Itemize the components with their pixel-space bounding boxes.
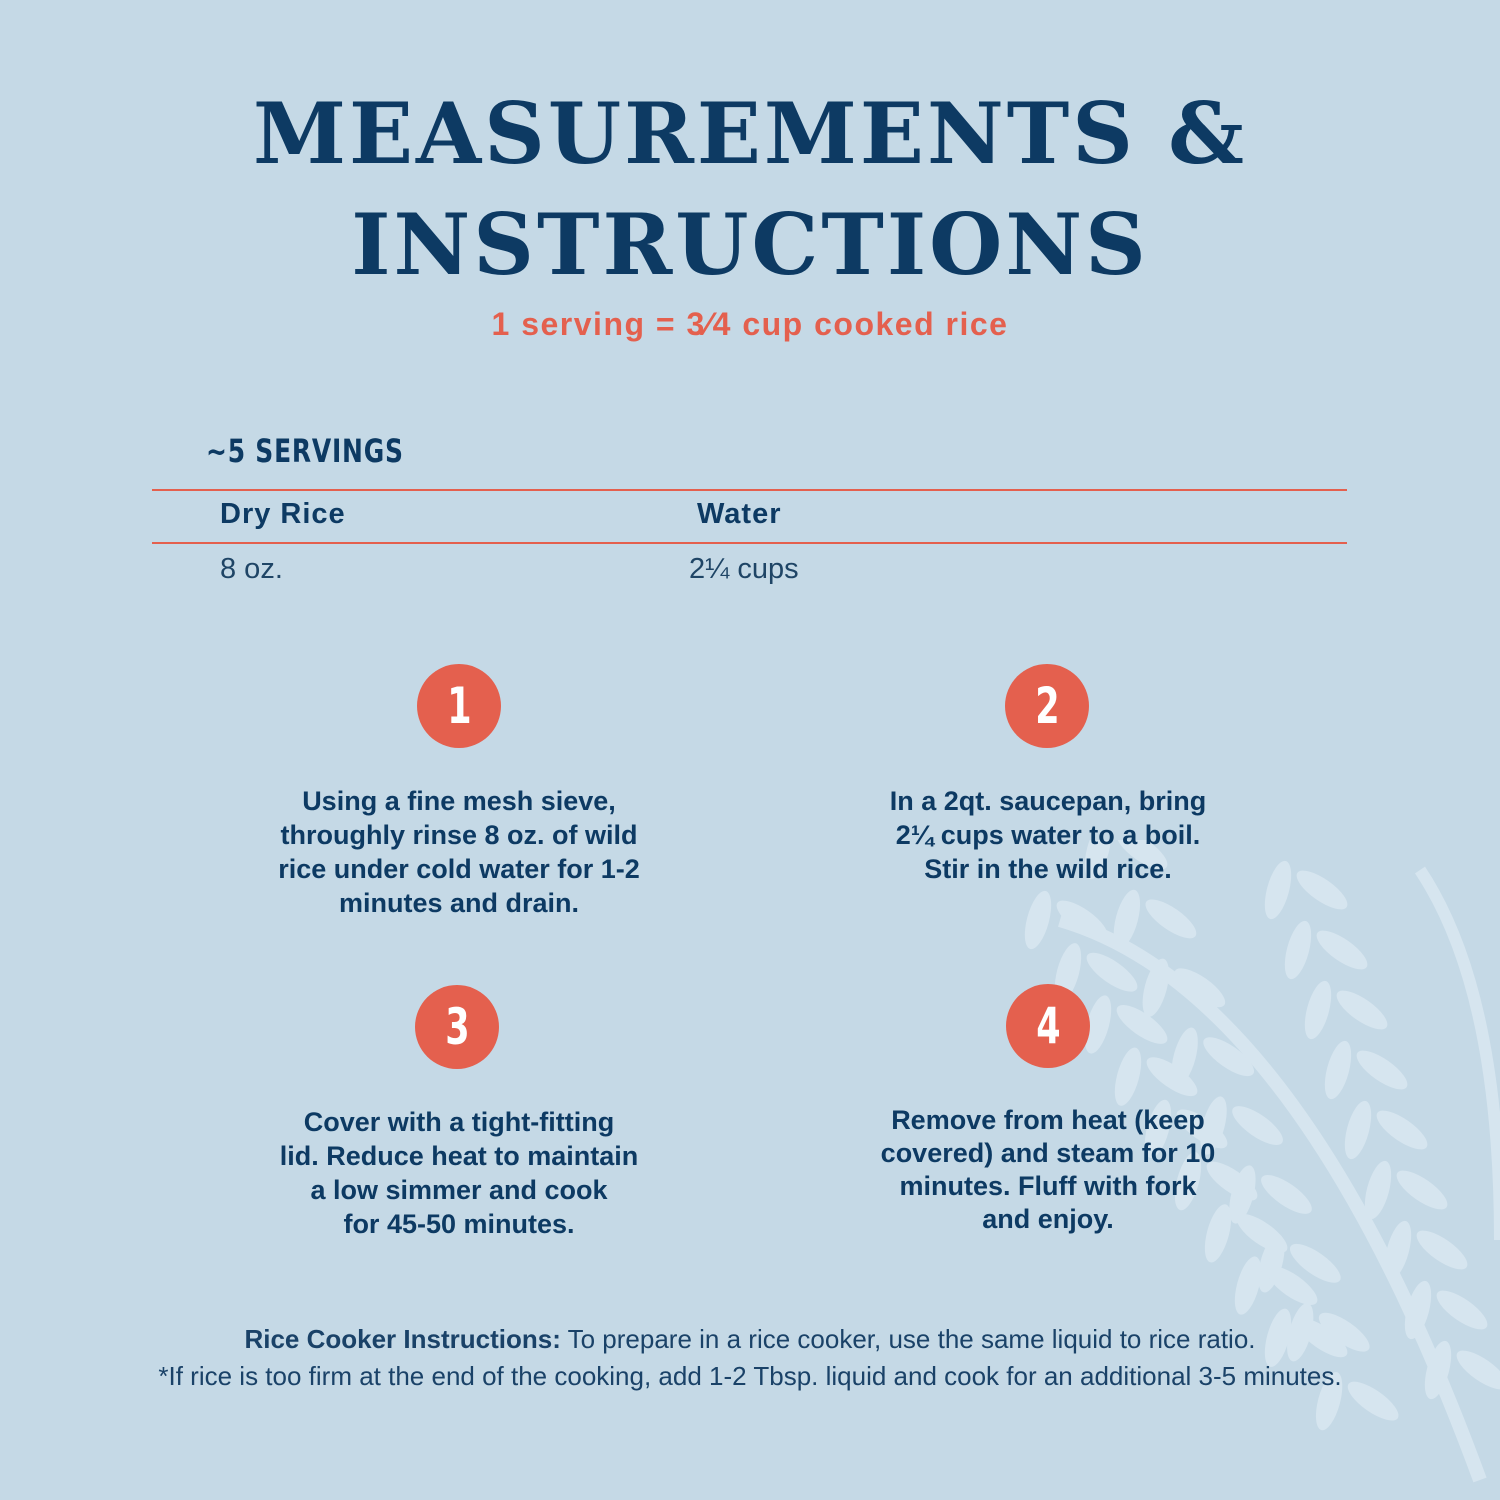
step-3-badge: 3 — [415, 985, 499, 1069]
step-3-line: a low simmer and cook — [310, 1175, 608, 1205]
step-1-line: Using a fine mesh sieve, — [302, 786, 616, 816]
wheat-leaf — [1113, 889, 1141, 949]
wheat-leaf — [1234, 1256, 1262, 1315]
wheat-leaf — [1416, 1230, 1468, 1270]
step-4-line: minutes. Fluff with fork — [899, 1171, 1197, 1201]
step-2-line: Stir in the wild rice. — [924, 854, 1172, 884]
title-line-2: INSTRUCTIONS — [351, 195, 1149, 294]
wheat-leaf — [1084, 840, 1112, 880]
servings-heading: ~5 SERVINGS — [206, 432, 404, 470]
wheat-leaf — [1144, 1099, 1172, 1159]
wheat-leaf — [1456, 1350, 1500, 1390]
wheat-leaf — [1324, 1040, 1352, 1100]
step-3-line: Cover with a tight-fitting — [303, 1107, 615, 1137]
wheat-leaf — [1176, 1109, 1228, 1149]
water-value: 2¼ cups — [689, 553, 799, 585]
wheat-leaf — [1284, 920, 1312, 980]
wheat-leaf — [1266, 1266, 1318, 1305]
wheat-leaf — [1436, 1290, 1488, 1330]
wheat-leaf — [1116, 840, 1168, 870]
step-4-line: covered) and steam for 10 — [880, 1138, 1216, 1168]
wheat-leaf — [1206, 1161, 1258, 1201]
wheat-leaf — [1086, 952, 1138, 992]
step-3-line: for 45-50 minutes. — [343, 1209, 575, 1239]
step-1-line: rice under cold water for 1-2 — [278, 854, 640, 884]
wheat-leaf — [1264, 1308, 1292, 1367]
title-line-1: MEASUREMENTS & — [253, 84, 1247, 183]
wheat-leaf — [1316, 930, 1368, 970]
step-2-text: In a 2qt. saucepan, bring 2¼ cups water … — [818, 784, 1278, 886]
table-top-rule — [152, 489, 1347, 491]
step-4-line: Remove from heat (keep — [891, 1105, 1205, 1135]
wheat-leaf — [1396, 1170, 1448, 1210]
dry-rice-value: 8 oz. — [220, 553, 283, 585]
step-4-text: Remove from heat (keep covered) and stea… — [818, 1104, 1278, 1236]
wheat-leaf — [1347, 1381, 1399, 1421]
wheat-leaf — [1236, 1213, 1288, 1253]
step-1-line: throughly rinse 8 oz. of wild — [280, 820, 638, 850]
step-1-number: 1 — [446, 677, 472, 735]
wheat-leaf — [1318, 1312, 1370, 1352]
header-water: Water — [697, 498, 782, 530]
step-2-line: 2¼ cups water to a boil. — [895, 820, 1201, 850]
rice-cooker-text: To prepare in a rice cooker, use the sam… — [560, 1324, 1256, 1354]
wheat-leaf — [1344, 1100, 1372, 1160]
step-2-number: 2 — [1034, 677, 1060, 735]
wheat-stalk-watermark — [1024, 840, 1500, 1483]
step-4-number: 4 — [1035, 997, 1061, 1055]
wheat-leaf — [1261, 1175, 1312, 1214]
rice-cooker-instructions: Rice Cooker Instructions: To prepare in … — [0, 1321, 1500, 1358]
wheat-leaf — [1024, 890, 1052, 950]
wheat-leaf — [1114, 1047, 1142, 1106]
serving-size-subtitle: 1 serving = 3⁄4 cup cooked rice — [491, 306, 1009, 342]
step-3-number: 3 — [444, 998, 470, 1056]
step-4-badge: 4 — [1006, 984, 1090, 1068]
step-1-badge: 1 — [417, 664, 501, 748]
wheat-leaf — [1174, 968, 1226, 1008]
wheat-leaf — [1264, 860, 1292, 920]
wheat-leaf — [1364, 1160, 1392, 1220]
firmness-note: *If rice is too firm at the end of the c… — [158, 1361, 1342, 1391]
header-dry-rice: Dry Rice — [220, 498, 346, 530]
wheat-leaf — [1296, 1318, 1348, 1358]
wheat-leaf — [1356, 1050, 1408, 1090]
step-3-text: Cover with a tight-fitting lid. Reduce h… — [229, 1105, 689, 1241]
step-3-line: lid. Reduce heat to maintain — [279, 1141, 639, 1171]
wheat-leaf — [1204, 1204, 1232, 1263]
table-header-rule — [152, 542, 1347, 544]
wheat-leaf — [1287, 1303, 1314, 1362]
wheat-leaf — [1336, 990, 1388, 1030]
wheat-leaf — [1084, 995, 1112, 1054]
step-1-text: Using a fine mesh sieve, throughly rinse… — [229, 784, 689, 920]
rice-cooker-label: Rice Cooker Instructions: — [244, 1324, 561, 1354]
wheat-leaf — [1203, 1037, 1255, 1077]
step-1-line: minutes and drain. — [338, 888, 580, 918]
step-2-line: In a 2qt. saucepan, bring — [889, 786, 1207, 816]
wheat-leaf — [1289, 1243, 1341, 1283]
wheat-leaf — [1296, 870, 1348, 910]
wheat-leaf — [1315, 1371, 1343, 1431]
step-2-badge: 2 — [1005, 664, 1089, 748]
wheat-leaf — [1146, 1057, 1198, 1097]
wheat-leaf — [1174, 1151, 1202, 1211]
step-4-line: and enjoy. — [982, 1204, 1114, 1234]
wheat-leaf — [1145, 899, 1197, 939]
wheat-leaf — [1376, 1110, 1428, 1150]
wheat-leaf — [1232, 1106, 1283, 1145]
wheat-leaf — [1304, 980, 1332, 1040]
wheat-leaf — [1116, 1005, 1168, 1044]
